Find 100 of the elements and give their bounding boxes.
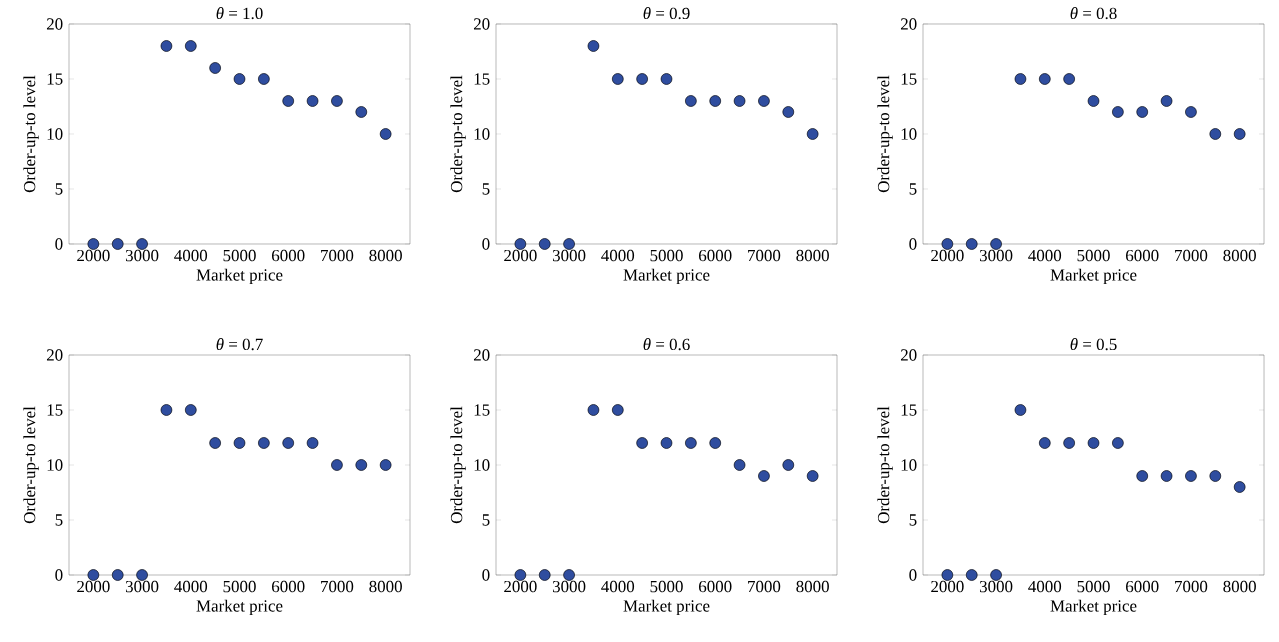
- point: [514, 238, 527, 250]
- point: [209, 437, 221, 449]
- y-axis-title: Order-up-to level: [23, 75, 39, 193]
- point: [1136, 470, 1149, 482]
- y-tick-label: 20: [900, 18, 917, 30]
- point: [1087, 437, 1100, 449]
- x-tick-label: 4000: [1028, 580, 1062, 593]
- y-tick-label: 0: [482, 569, 490, 581]
- x-tick-label: 7000: [321, 249, 354, 262]
- x-tick-label: 2000: [504, 249, 537, 262]
- point: [87, 569, 100, 581]
- y-tick-label: 10: [901, 128, 917, 140]
- point: [184, 404, 197, 416]
- x-tick-label: 3000: [125, 580, 159, 593]
- point: [733, 95, 746, 107]
- x-tick-label: 4000: [601, 249, 635, 262]
- y-tick-label: 20: [900, 349, 917, 361]
- point: [990, 238, 1002, 250]
- y-tick-label: 15: [47, 73, 63, 85]
- point: [636, 73, 648, 85]
- point: [758, 470, 770, 482]
- x-tick-label: 3000: [552, 249, 586, 262]
- point: [1185, 106, 1197, 118]
- point: [563, 569, 575, 581]
- chart-title: θ = 0.6: [643, 338, 690, 351]
- y-tick-label: 20: [46, 18, 63, 30]
- x-tick-label: 4000: [174, 580, 208, 593]
- y-tick-label: 20: [473, 349, 490, 361]
- x-tick-label: 7000: [1175, 249, 1208, 262]
- y-tick-label: 5: [482, 514, 490, 526]
- x-axis-title: Market price: [1050, 268, 1137, 285]
- point: [233, 437, 246, 449]
- x-tick-label: 6000: [1126, 580, 1159, 593]
- point: [563, 238, 575, 250]
- point: [233, 73, 246, 85]
- y-tick-label: 0: [55, 569, 63, 581]
- y-tick-label: 20: [473, 18, 490, 30]
- chart-title: θ = 0.8: [1070, 7, 1117, 20]
- point: [111, 238, 124, 250]
- point: [941, 569, 954, 581]
- point: [379, 459, 392, 471]
- point: [1209, 128, 1222, 140]
- point: [209, 62, 221, 74]
- x-axis-title: Market price: [196, 268, 283, 285]
- y-tick-label: 0: [909, 238, 917, 250]
- x-axis-title: Market price: [1050, 599, 1137, 616]
- point: [806, 128, 819, 140]
- y-axis-title: Order-up-to level: [877, 406, 893, 524]
- x-tick-label: 6000: [699, 580, 732, 593]
- point: [1233, 481, 1246, 493]
- point: [258, 73, 270, 85]
- point: [1014, 73, 1027, 85]
- x-tick-label: 2000: [931, 580, 964, 593]
- x-tick-label: 5000: [650, 580, 683, 593]
- x-tick-label: 5000: [1077, 249, 1110, 262]
- x-tick-label: 8000: [1223, 580, 1256, 593]
- point: [1014, 404, 1027, 416]
- point: [514, 569, 527, 581]
- x-tick-label: 6000: [272, 580, 305, 593]
- y-tick-label: 20: [46, 349, 63, 361]
- x-tick-label: 2000: [931, 249, 964, 262]
- y-tick-label: 15: [47, 404, 63, 416]
- y-tick-label: 5: [909, 183, 917, 195]
- point: [306, 95, 319, 107]
- x-tick-label: 4000: [1028, 249, 1062, 262]
- y-tick-label: 5: [482, 183, 490, 195]
- y-tick-label: 10: [474, 128, 490, 140]
- x-tick-label: 7000: [748, 580, 781, 593]
- point: [331, 95, 343, 107]
- point: [709, 95, 722, 107]
- point: [660, 73, 673, 85]
- point: [1087, 95, 1100, 107]
- x-tick-label: 6000: [699, 249, 732, 262]
- point: [184, 40, 197, 52]
- point: [1160, 95, 1173, 107]
- y-tick-label: 15: [474, 404, 490, 416]
- point: [1160, 470, 1173, 482]
- point: [782, 459, 795, 471]
- y-axis-title: Order-up-to level: [23, 406, 39, 524]
- point: [685, 437, 697, 449]
- point: [282, 437, 295, 449]
- point: [1185, 470, 1197, 482]
- point: [758, 95, 770, 107]
- y-tick-label: 10: [47, 459, 63, 471]
- x-tick-label: 2000: [504, 580, 537, 593]
- point: [87, 238, 100, 250]
- point: [587, 40, 600, 52]
- point: [587, 404, 600, 416]
- point: [355, 459, 368, 471]
- point: [136, 569, 148, 581]
- point: [941, 238, 954, 250]
- y-tick-label: 15: [901, 73, 917, 85]
- x-tick-label: 5000: [1077, 580, 1110, 593]
- x-tick-label: 8000: [1223, 249, 1256, 262]
- point: [1039, 437, 1051, 449]
- point: [611, 404, 624, 416]
- x-tick-label: 4000: [174, 249, 208, 262]
- point: [660, 437, 673, 449]
- x-tick-label: 6000: [272, 249, 305, 262]
- point: [636, 437, 648, 449]
